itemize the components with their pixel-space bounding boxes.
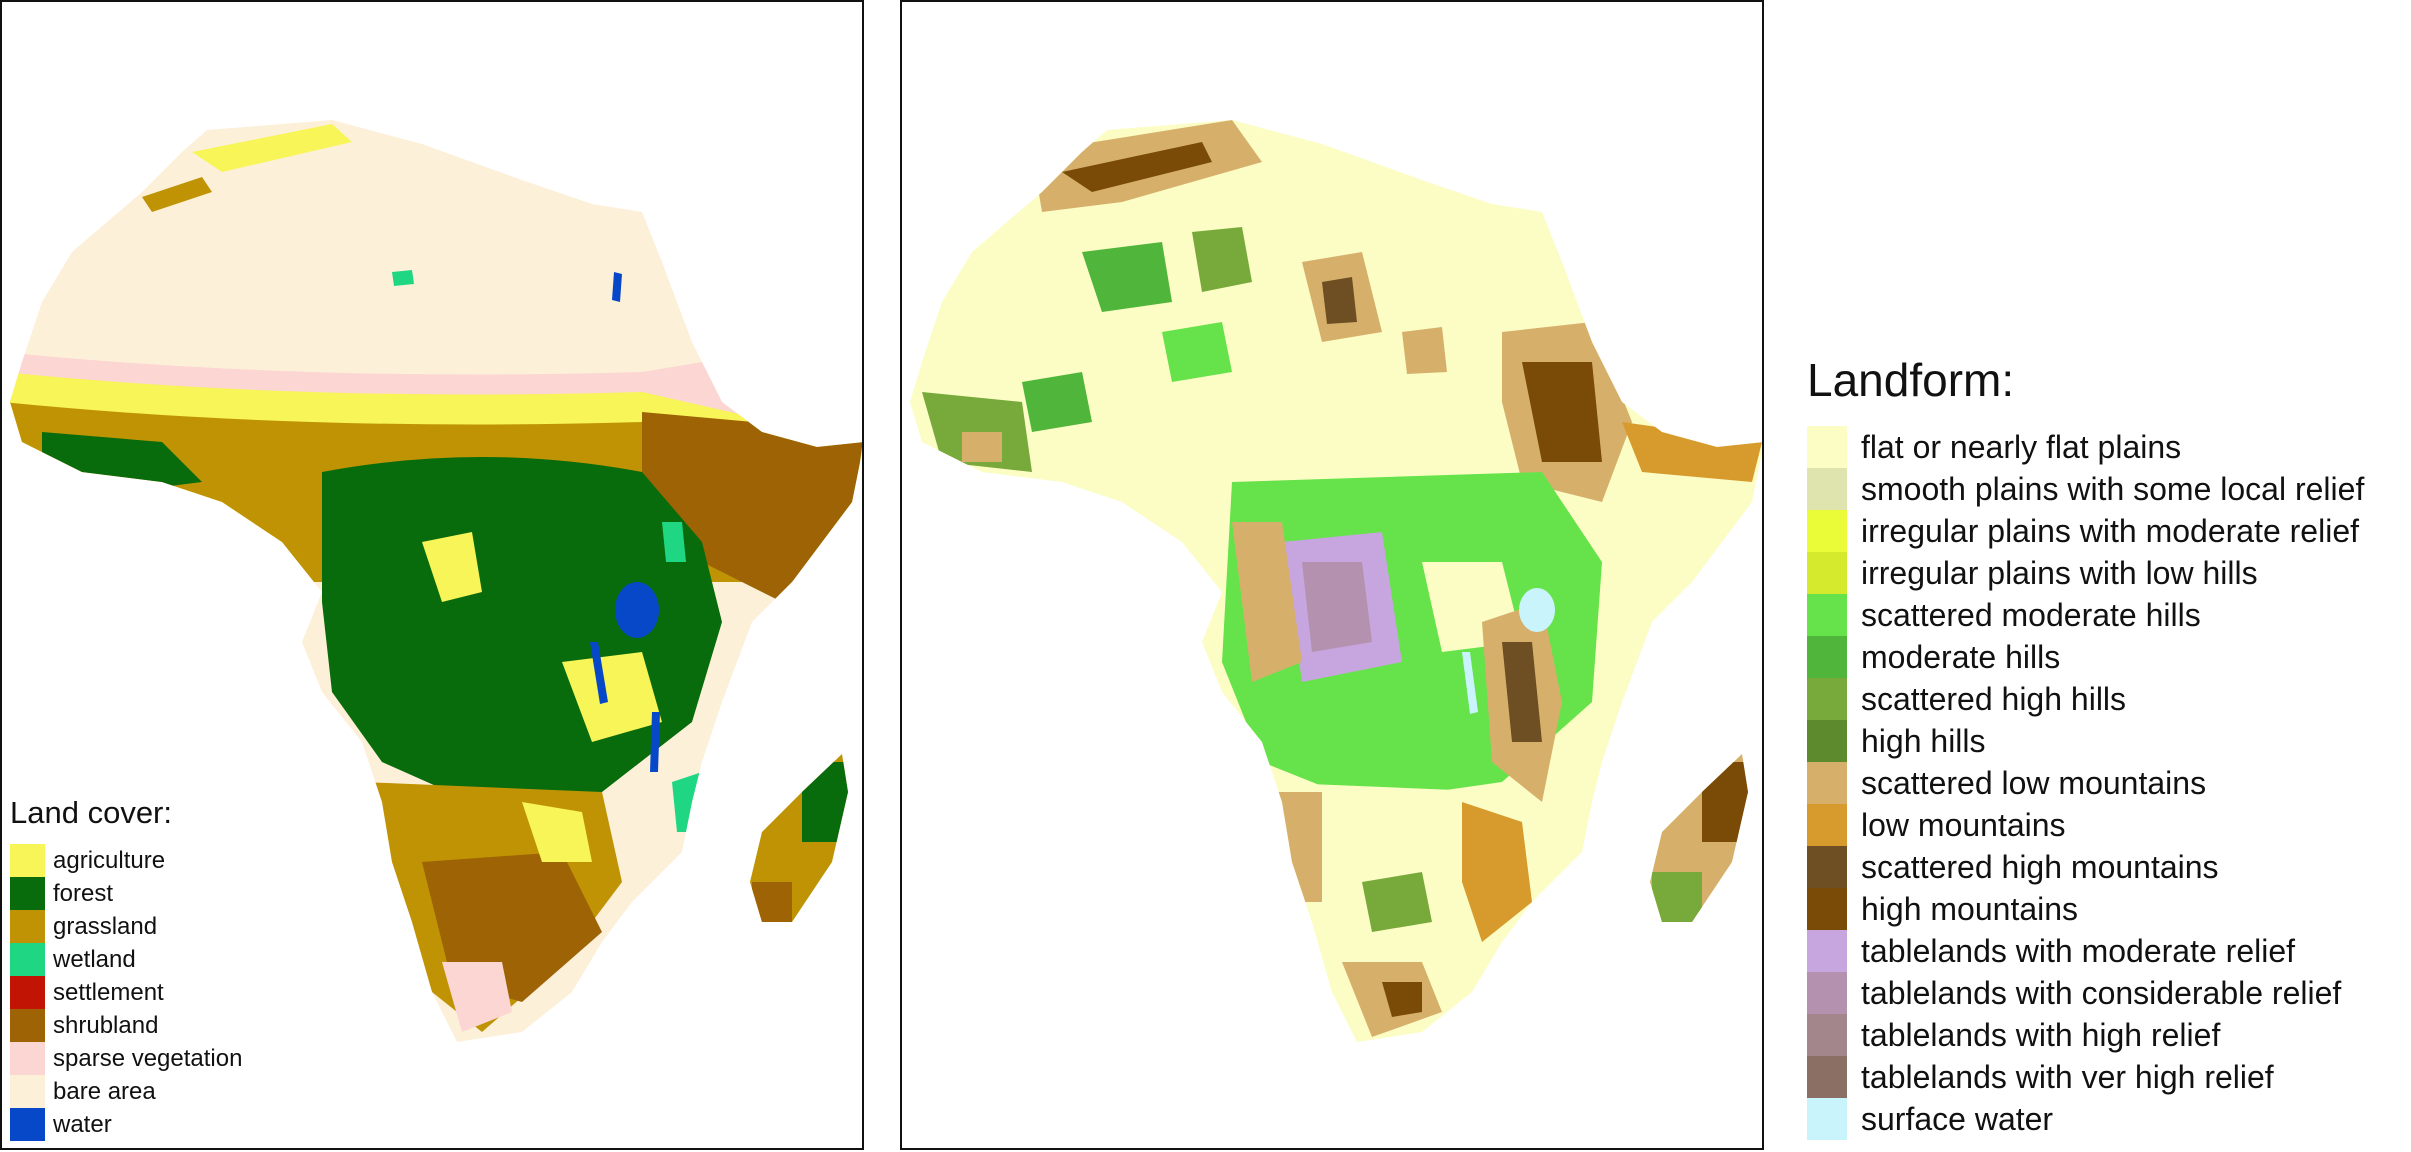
- legend-label: high mountains: [1861, 890, 2079, 927]
- legend-label: tablelands with moderate relief: [1861, 932, 2296, 969]
- legend-item-irregular-plains-low-hills: irregular plains with low hills: [1807, 552, 2407, 594]
- legend-item-surface-water: surface water: [1807, 1098, 2407, 1140]
- legend-swatch: [10, 943, 45, 976]
- legend-swatch: [1807, 1098, 1847, 1140]
- legend-label: flat or nearly flat plains: [1861, 428, 2182, 465]
- legend-item-grassland: grassland: [10, 910, 242, 943]
- legend-label: shrubland: [53, 1011, 159, 1039]
- legend-label: tablelands with considerable relief: [1861, 974, 2342, 1011]
- legend-item-scattered-low-mountains: scattered low mountains: [1807, 762, 2407, 804]
- legend-swatch: [10, 976, 45, 1009]
- legend-label: scattered high mountains: [1861, 848, 2219, 885]
- legend-item-irregular-plains-moderate: irregular plains with moderate relief: [1807, 510, 2407, 552]
- legend-swatch: [10, 1075, 45, 1108]
- legend-label: moderate hills: [1861, 638, 2061, 675]
- legend-item-moderate-hills: moderate hills: [1807, 636, 2407, 678]
- legend-label: irregular plains with low hills: [1861, 554, 2258, 591]
- legend-swatch: [1807, 762, 1847, 804]
- legend-item-settlement: settlement: [10, 976, 242, 1009]
- legend-swatch: [1807, 1056, 1847, 1098]
- land-cover-map-panel: Land cover: agriculture forest grassland…: [0, 0, 864, 1150]
- legend-item-scattered-high-mountains: scattered high mountains: [1807, 846, 2407, 888]
- legend-label: forest: [53, 879, 114, 907]
- legend-item-tablelands-considerable: tablelands with considerable relief: [1807, 972, 2407, 1014]
- legend-label: smooth plains with some local relief: [1861, 470, 2365, 507]
- legend-swatch: [1807, 1014, 1847, 1056]
- legend-swatch: [1807, 636, 1847, 678]
- legend-swatch: [1807, 678, 1847, 720]
- legend-item-sparse-vegetation: sparse vegetation: [10, 1042, 242, 1075]
- legend-swatch: [1807, 720, 1847, 762]
- legend-swatch: [1807, 426, 1847, 468]
- legend-swatch: [1807, 804, 1847, 846]
- legend-swatch: [1807, 510, 1847, 552]
- legend-item-smooth-plains: smooth plains with some local relief: [1807, 468, 2407, 510]
- legend-swatch: [10, 844, 45, 877]
- legend-label: tablelands with high relief: [1861, 1016, 2221, 1053]
- madagascar-landform: [1650, 754, 1748, 922]
- legend-label: irregular plains with moderate relief: [1861, 512, 2359, 549]
- legend-item-wetland: wetland: [10, 943, 242, 976]
- legend-swatch: [10, 1009, 45, 1042]
- legend-swatch: [1807, 594, 1847, 636]
- legend-item-agriculture: agriculture: [10, 844, 242, 877]
- legend-label: water: [53, 1110, 112, 1138]
- legend-label: agriculture: [53, 846, 166, 874]
- legend-swatch: [10, 1042, 45, 1075]
- legend-item-low-mountains: low mountains: [1807, 804, 2407, 846]
- madagascar-land-cover: [750, 754, 848, 922]
- legend-item-bare-area: bare area: [10, 1075, 242, 1108]
- legend-item-forest: forest: [10, 877, 242, 910]
- legend-swatch: [1807, 468, 1847, 510]
- legend-item-tablelands-high: tablelands with high relief: [1807, 1014, 2407, 1056]
- legend-item-scattered-high-hills: scattered high hills: [1807, 678, 2407, 720]
- legend-label: low mountains: [1861, 806, 2066, 843]
- legend-swatch: [1807, 888, 1847, 930]
- legend-label: sparse vegetation: [53, 1044, 243, 1072]
- legend-label: surface water: [1861, 1100, 2054, 1137]
- legend-label: grassland: [53, 912, 158, 940]
- landform-legend: Landform: flat or nearly flat plains smo…: [1807, 350, 2407, 1140]
- legend-swatch: [10, 910, 45, 943]
- land-cover-legend: agriculture forest grassland wetland set…: [10, 844, 242, 1141]
- legend-item-high-mountains: high mountains: [1807, 888, 2407, 930]
- legend-item-shrubland: shrubland: [10, 1009, 242, 1042]
- legend-item-scattered-moderate-hills: scattered moderate hills: [1807, 594, 2407, 636]
- legend-item-flat-plains: flat or nearly flat plains: [1807, 426, 2407, 468]
- land-cover-legend-title: Land cover:: [10, 795, 172, 830]
- legend-item-water: water: [10, 1108, 242, 1141]
- legend-swatch: [1807, 552, 1847, 594]
- legend-swatch: [1807, 846, 1847, 888]
- africa-landform: [910, 120, 1762, 1042]
- legend-item-tablelands-moderate: tablelands with moderate relief: [1807, 930, 2407, 972]
- legend-label: scattered high hills: [1861, 680, 2127, 717]
- legend-item-tablelands-very-high: tablelands with ver high relief: [1807, 1056, 2407, 1098]
- landform-map: [910, 120, 1762, 1042]
- legend-label: wetland: [53, 945, 136, 973]
- legend-swatch: [1807, 930, 1847, 972]
- land-cover-map: [10, 120, 862, 1042]
- legend-swatch: [10, 877, 45, 910]
- landform-legend-title: Landform:: [1807, 354, 2015, 406]
- legend-label: scattered moderate hills: [1861, 596, 2201, 633]
- legend-label: bare area: [53, 1077, 156, 1105]
- legend-swatch: [1807, 972, 1847, 1014]
- legend-swatch: [10, 1108, 45, 1141]
- legend-item-high-hills: high hills: [1807, 720, 2407, 762]
- legend-label: tablelands with ver high relief: [1861, 1058, 2274, 1095]
- legend-label: scattered low mountains: [1861, 764, 2207, 801]
- legend-label: settlement: [53, 978, 164, 1006]
- landform-map-panel: [900, 0, 1764, 1150]
- legend-label: high hills: [1861, 722, 1986, 759]
